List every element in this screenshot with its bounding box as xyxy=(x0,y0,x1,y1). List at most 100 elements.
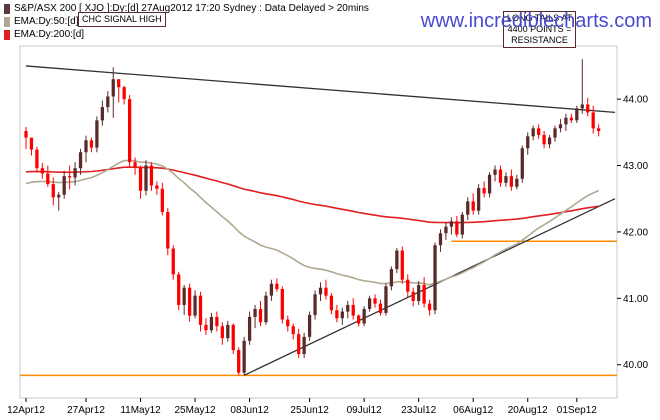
x-tick-label: 27Apr12 xyxy=(67,405,105,416)
legend-ema50: EMA:Dy:50:[d] xyxy=(4,16,78,27)
ema200-line xyxy=(25,166,599,224)
candle-body xyxy=(444,226,448,234)
candle-body xyxy=(171,248,175,275)
candle-body xyxy=(487,174,492,194)
candle-body xyxy=(378,303,383,313)
candle-body xyxy=(291,326,295,335)
candle-body xyxy=(95,120,99,148)
candle-body xyxy=(237,350,241,373)
candle-body xyxy=(558,124,563,129)
candle-body xyxy=(553,128,557,138)
x-tick-label: 06Aug12 xyxy=(453,405,493,416)
candle-body xyxy=(351,304,355,316)
candle-body xyxy=(580,104,584,109)
candle-body xyxy=(144,165,148,191)
candle-body xyxy=(106,96,110,108)
x-tick-label: 12Apr12 xyxy=(7,405,45,416)
resistance-trendline xyxy=(25,65,616,114)
candle-body xyxy=(460,214,464,235)
candle-body xyxy=(498,169,503,183)
y-tick-label: 40.00 xyxy=(623,360,648,371)
candle-body xyxy=(318,287,323,295)
axes: 44.00 43.00 42.00 41.00 40.00 12Apr12 27Apr12 1… xyxy=(7,95,648,416)
candle-body xyxy=(127,99,132,163)
long-tails-line-2: 4400 POINTS = xyxy=(507,24,572,34)
support-trendline xyxy=(243,198,616,376)
y-tick-label: 44.00 xyxy=(623,95,648,106)
candle-body xyxy=(384,286,388,313)
candle-body xyxy=(471,201,475,211)
candle-body xyxy=(335,310,339,319)
candle-body xyxy=(220,326,224,339)
candle-body xyxy=(286,319,290,327)
candle-body xyxy=(537,128,541,135)
candle-body xyxy=(187,287,192,316)
candle-body xyxy=(247,316,252,341)
candle-body xyxy=(57,194,61,198)
candle-body xyxy=(133,162,137,167)
candle-body xyxy=(264,295,268,323)
candle-body xyxy=(542,134,546,145)
candle-body xyxy=(400,250,404,280)
long-tails-annotation: LONG TAILS AT 4400 POINTS = RESISTANCE xyxy=(503,11,577,48)
long-tails-line-1: LONG TAILS AT xyxy=(507,13,573,23)
candle-body xyxy=(515,178,519,187)
candle-body xyxy=(275,283,279,290)
candle-body xyxy=(73,168,77,178)
candle-body xyxy=(84,140,88,153)
x-tick-label: 23Jul12 xyxy=(401,405,436,416)
candle-body xyxy=(509,176,514,187)
candle-body xyxy=(24,130,28,138)
x-tick-label: 01Sep12 xyxy=(557,405,597,416)
candle-body xyxy=(493,169,497,175)
signal-high-text: CHC SIGNAL HIGH xyxy=(82,14,162,24)
candle-body xyxy=(373,298,377,304)
ema200-swatch-icon xyxy=(4,29,10,40)
y-tick-label: 42.00 xyxy=(623,227,648,238)
grid xyxy=(19,45,618,399)
candle-body xyxy=(226,324,230,339)
candle-body xyxy=(182,287,186,305)
candle-body xyxy=(204,324,208,331)
candle-body xyxy=(302,336,306,355)
candle-body xyxy=(280,289,284,320)
candle-body xyxy=(117,79,121,88)
candle-body xyxy=(46,173,50,185)
watermark-text: www.incrediblecharts.com xyxy=(420,10,652,32)
price-swatch-icon xyxy=(4,3,10,14)
candle-body xyxy=(40,168,44,174)
x-tick-label: 20Aug12 xyxy=(508,405,548,416)
signal-high-annotation: CHC SIGNAL HIGH xyxy=(78,12,166,27)
ema50-swatch-icon xyxy=(4,16,10,27)
candle-body xyxy=(504,176,508,183)
plot-frame xyxy=(19,45,618,399)
candle-body xyxy=(138,166,143,191)
candle-body xyxy=(253,308,257,317)
candle-body xyxy=(422,285,426,304)
candle-body xyxy=(78,152,83,169)
candle-body xyxy=(215,316,219,327)
candle-body xyxy=(149,165,154,186)
candle-body xyxy=(122,87,126,100)
candle-body xyxy=(477,188,481,211)
candle-body xyxy=(586,104,590,113)
legend-ema200-label: EMA:Dy:200:[d] xyxy=(14,29,85,40)
candle-body xyxy=(575,108,579,121)
y-tick-label: 43.00 xyxy=(623,161,648,172)
candle-body xyxy=(313,294,317,315)
x-tick-label: 09Jul12 xyxy=(347,405,382,416)
candle-body xyxy=(520,148,524,179)
legend-price: S&P/ASX 200 [ XJO ]:Dy:[d] 27Aug2012 17:… xyxy=(4,3,369,14)
candle-body xyxy=(231,324,235,351)
x-tick-label: 08Jun12 xyxy=(230,405,269,416)
candle-body xyxy=(597,128,601,131)
candle-body xyxy=(177,274,181,305)
candle-body xyxy=(362,308,366,324)
legend-ema200: EMA:Dy:200:[d] xyxy=(4,29,84,40)
candle-body xyxy=(455,221,459,235)
candle-body xyxy=(427,303,432,311)
candle-body xyxy=(569,117,574,121)
candle-body xyxy=(367,298,372,309)
candle-body xyxy=(395,250,399,270)
